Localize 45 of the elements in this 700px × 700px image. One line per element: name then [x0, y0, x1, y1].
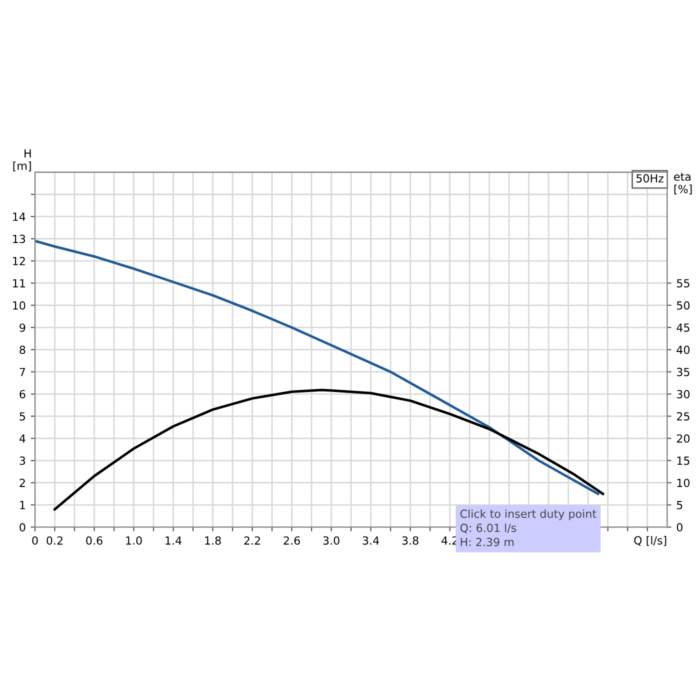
line-series [54, 388, 604, 511]
y-tick-label: 1 [20, 501, 25, 510]
y-axis-title: H [m] [13, 149, 31, 172]
x-tick-label: 2.6 [284, 536, 300, 545]
y-tick-label: 13 [13, 234, 26, 244]
y2-tick-label: 25 [676, 412, 690, 421]
y2-tick-label: 35 [676, 368, 690, 376]
y2-tick-label: 10 [677, 478, 690, 488]
line-series [35, 240, 600, 496]
x-tick-label: 2.2 [244, 536, 260, 545]
x-tick-label: 3.0 [323, 536, 340, 545]
x-tick-label: 0.2 [46, 536, 62, 545]
y-tick-label: 6 [20, 390, 26, 398]
y-tick-label: 12 [13, 256, 25, 266]
y-tick-label: 8 [20, 346, 26, 354]
x-tick-label: 1.0 [126, 536, 142, 545]
y2-axis-title: eta [%] [674, 172, 692, 195]
x-tick-label: 1.8 [205, 536, 221, 545]
annotation: Click to insert duty point Q: 6.01 l/s H: 2.39 m [460, 509, 596, 546]
y-tick-label: 0 [20, 523, 26, 532]
y-tick-label: 7 [20, 368, 26, 376]
y-tick-label: 2 [20, 478, 25, 487]
y2-tick-label: 0 [676, 523, 682, 532]
y2-tick-label: 5 [676, 501, 682, 510]
y2-tick-label: 55 [676, 279, 690, 288]
y-tick-label: 11 [13, 279, 25, 288]
y2-tick-label: 45 [676, 324, 690, 332]
annotation: 50Hz [636, 174, 664, 183]
x-tick-label: 1.4 [166, 536, 182, 545]
y2-tick-label: 15 [677, 456, 690, 465]
y-tick-label: 3 [20, 456, 26, 465]
x-tick-label: 3.4 [362, 536, 380, 545]
y2-tick-label: 20 [676, 434, 690, 443]
y2-tick-label: 40 [676, 346, 690, 354]
y-tick-label: 9 [20, 323, 26, 332]
y-tick-label: 4 [19, 434, 26, 443]
x-tick-label: 0 [32, 536, 38, 545]
x-tick-label: 3.8 [402, 536, 418, 545]
y-tick-label: 14 [13, 212, 26, 221]
y2-tick-label: 30 [676, 390, 690, 398]
x-tick-label: 0.6 [86, 536, 102, 545]
x-axis-title: Q [l/s] [634, 536, 666, 546]
y-tick-label: 5 [20, 412, 25, 421]
y2-tick-label: 50 [676, 301, 690, 310]
y-tick-label: 10 [13, 301, 26, 310]
